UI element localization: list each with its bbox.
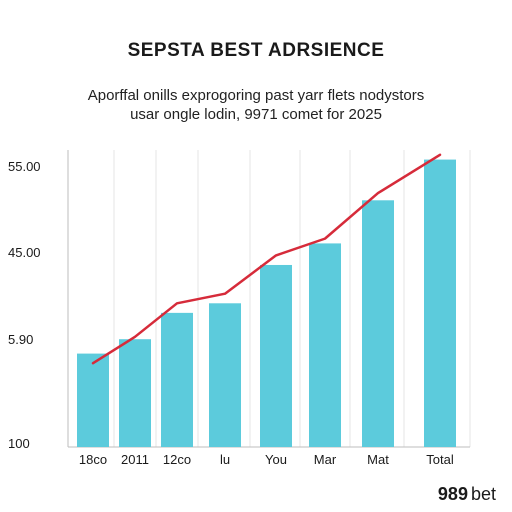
bar bbox=[260, 264, 292, 447]
trend-line bbox=[91, 153, 442, 365]
x-tick-label: 18co bbox=[78, 452, 108, 467]
chart-title: SEPSTA BEST ADRSIENCE bbox=[127, 40, 385, 61]
brand-number: 989 bbox=[437, 484, 468, 504]
x-tick-label: Mat bbox=[367, 452, 389, 467]
x-tick-label: Mar bbox=[313, 452, 337, 467]
y-tick-label: 100 bbox=[8, 436, 30, 451]
bar bbox=[209, 303, 241, 447]
x-tick-label: 2011 bbox=[121, 452, 149, 467]
x-tick-label: 12co bbox=[162, 452, 192, 467]
y-tick-label: 55.00 bbox=[8, 159, 41, 174]
x-tick-label: lu bbox=[219, 452, 231, 467]
bar bbox=[119, 339, 151, 447]
bar bbox=[77, 353, 109, 447]
brand-text: bet bbox=[470, 484, 496, 504]
brand-logo: 989 bet bbox=[438, 484, 496, 505]
bar bbox=[309, 243, 341, 447]
y-tick-label: 5.90 bbox=[8, 332, 34, 347]
x-tick-label: Total bbox=[426, 452, 454, 467]
bar bbox=[424, 159, 456, 448]
y-tick-label: 45.00 bbox=[8, 245, 41, 260]
chart-subtitle-line-1: Aporffal onills exprogoring past yarr fl… bbox=[87, 87, 425, 104]
x-tick-label: You bbox=[265, 452, 287, 467]
bar bbox=[362, 200, 394, 447]
chart-subtitle-line-2: usar ongle lodin, 9971 comet for 2025 bbox=[130, 106, 382, 123]
bar bbox=[161, 312, 193, 447]
